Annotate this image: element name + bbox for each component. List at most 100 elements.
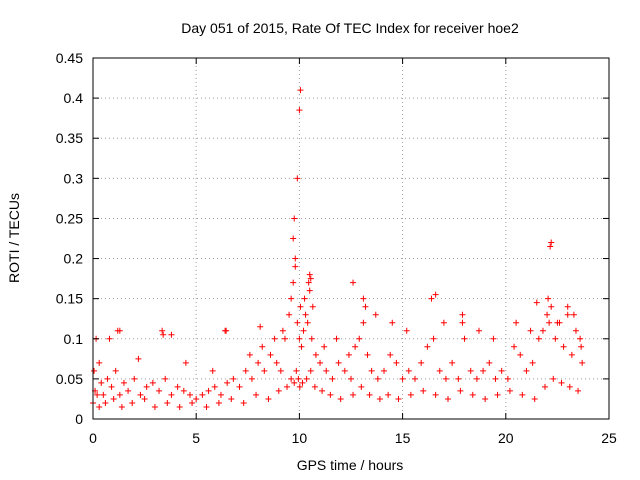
data-point [240, 399, 247, 406]
data-point [100, 391, 107, 398]
data-point [296, 107, 303, 114]
data-point [418, 359, 425, 366]
data-point [575, 387, 582, 394]
data-point [273, 359, 280, 366]
data-point [151, 403, 158, 410]
data-point [301, 295, 308, 302]
data-point [529, 359, 536, 366]
data-point [376, 395, 383, 402]
data-point [356, 335, 363, 342]
data-point [445, 395, 452, 402]
data-point [277, 367, 284, 374]
x-tick-label: 0 [89, 430, 97, 446]
data-point [294, 319, 301, 326]
data-point [120, 379, 127, 386]
data-point [403, 327, 410, 334]
data-point [104, 375, 111, 382]
data-point [350, 391, 357, 398]
data-point [91, 367, 98, 374]
data-point [271, 335, 278, 342]
data-point [306, 271, 313, 278]
data-point [360, 319, 367, 326]
data-point [299, 379, 306, 386]
data-point [358, 383, 365, 390]
data-point [297, 87, 304, 94]
data-point [265, 395, 272, 402]
y-tick-label: 0.2 [64, 251, 84, 267]
data-point [523, 367, 530, 374]
data-point [223, 327, 230, 334]
data-point [224, 379, 231, 386]
data-point [527, 327, 534, 334]
data-point [564, 311, 571, 318]
data-point [162, 375, 169, 382]
data-points [90, 87, 586, 410]
data-point [323, 367, 330, 374]
data-point [215, 399, 222, 406]
data-point [389, 319, 396, 326]
data-point [275, 387, 282, 394]
data-point [288, 295, 295, 302]
data-point [327, 391, 334, 398]
data-point [180, 387, 187, 394]
y-axis-tick-labels: 0 0.05 0.1 0.15 0.2 0.25 0.3 0.35 0.4 0.45 [56, 50, 83, 427]
data-point [319, 387, 326, 394]
data-point [366, 391, 373, 398]
data-point [490, 335, 497, 342]
data-point [108, 383, 115, 390]
data-point [279, 327, 286, 334]
data-point [292, 255, 299, 262]
data-point [297, 303, 304, 310]
data-point [513, 319, 520, 326]
data-point [303, 375, 310, 382]
data-point [199, 391, 206, 398]
data-point [440, 319, 447, 326]
data-point [205, 387, 212, 394]
data-point [295, 375, 302, 382]
data-point [217, 391, 224, 398]
data-point [459, 311, 466, 318]
data-point [308, 335, 315, 342]
data-point [209, 367, 216, 374]
data-point [554, 319, 561, 326]
data-point [539, 327, 546, 334]
data-point [255, 359, 262, 366]
data-point [533, 299, 540, 306]
data-point [236, 383, 243, 390]
y-tick-label: 0.15 [56, 291, 83, 307]
data-point [291, 379, 298, 386]
data-point [182, 359, 189, 366]
data-point [321, 343, 328, 350]
data-point [116, 327, 123, 334]
data-point [305, 279, 312, 286]
data-point [137, 391, 144, 398]
data-point [385, 391, 392, 398]
data-point [168, 391, 175, 398]
data-point [228, 395, 235, 402]
data-point [253, 391, 260, 398]
data-point [337, 395, 344, 402]
data-point [306, 287, 313, 294]
data-point [436, 367, 443, 374]
data-point [486, 359, 493, 366]
data-point [242, 367, 249, 374]
data-point [542, 383, 549, 390]
data-point [511, 343, 518, 350]
data-point [248, 375, 255, 382]
x-tick-label: 15 [395, 430, 411, 446]
x-axis-title: GPS time / hours [297, 457, 404, 473]
data-point [467, 367, 474, 374]
data-point [135, 355, 142, 362]
data-point [312, 351, 319, 358]
x-tick-label: 25 [601, 430, 617, 446]
data-point [578, 343, 585, 350]
data-point [558, 379, 565, 386]
data-point [432, 391, 439, 398]
data-point [360, 295, 367, 302]
data-point [288, 375, 295, 382]
data-point [405, 367, 412, 374]
data-point [432, 291, 439, 298]
data-point [399, 375, 406, 382]
data-point [492, 375, 499, 382]
